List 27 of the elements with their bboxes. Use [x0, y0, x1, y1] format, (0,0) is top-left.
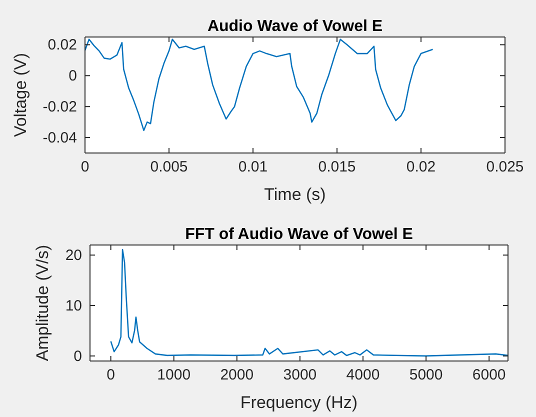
x-tick-label: 5000	[409, 366, 443, 384]
x-tick-label: 3000	[283, 366, 317, 384]
x-tick-label: 2000	[220, 366, 254, 384]
y-tick-label: 0.02	[48, 36, 77, 54]
chart-title: Audio Wave of Vowel E	[207, 18, 383, 35]
x-axis-title: Frequency (Hz)	[240, 393, 358, 412]
y-axis-title: Voltage (V)	[11, 52, 30, 138]
y-axis-title: Amplitude (V/s)	[33, 244, 52, 362]
x-tick-label: 0.015	[318, 158, 356, 176]
y-tick-label: 0	[74, 348, 82, 365]
y-tick-label: -0.04	[42, 129, 77, 146]
y-tick-label: 20	[65, 246, 82, 264]
x-tick-label: 4000	[346, 366, 380, 384]
chart-title: FFT of Audio Wave of Vowel E	[185, 226, 414, 243]
y-tick-label: 0	[68, 67, 77, 84]
x-tick-label: 0.01	[238, 158, 268, 176]
y-tick-label: 10	[65, 297, 82, 314]
line-series	[110, 248, 509, 357]
x-tick-label: 1000	[157, 366, 191, 384]
line-series	[84, 38, 434, 132]
y-tick-label: -0.02	[42, 98, 77, 116]
x-axis-title: Time (s)	[264, 185, 326, 204]
x-tick-label: 6000	[472, 366, 506, 384]
x-tick-label: 0.02	[406, 158, 436, 176]
x-tick-label: 0.005	[150, 158, 188, 176]
x-tick-label: 0.025	[486, 158, 524, 176]
x-tick-label: 0	[106, 366, 115, 384]
